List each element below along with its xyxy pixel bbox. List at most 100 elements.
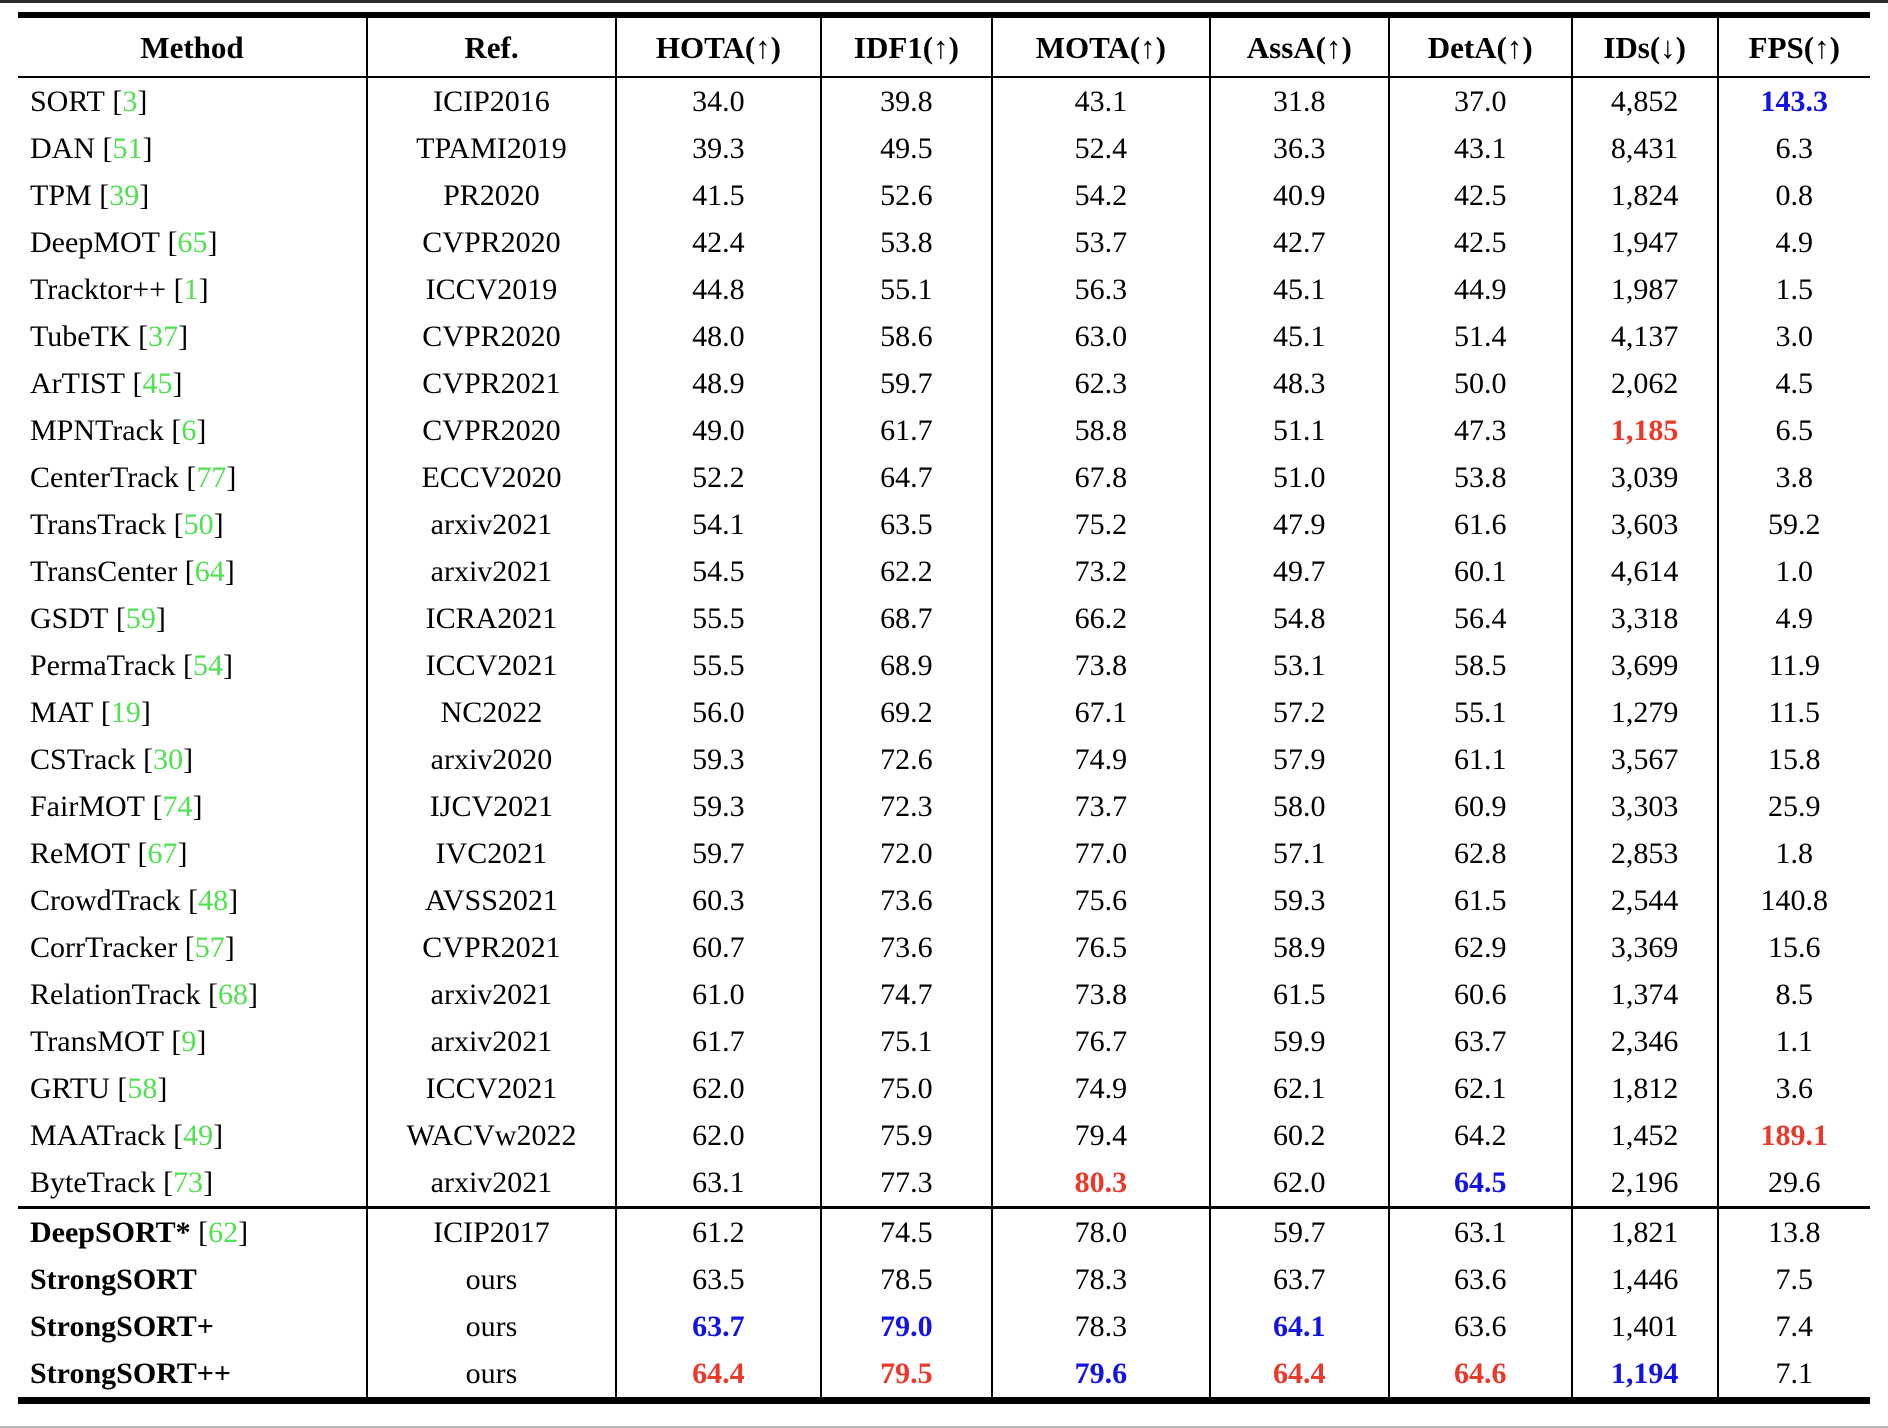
method-cell: DeepSORT* [62]: [18, 1206, 369, 1256]
metric-cell-fps: 189.1: [1760, 1118, 1829, 1152]
metric-cell-idf1: 64.7: [822, 454, 993, 501]
metric-cell-mota: 75.6: [993, 877, 1211, 924]
metric-cell-ids: 1,812: [1573, 1065, 1719, 1112]
metric-cell-deta: 37.0: [1390, 78, 1573, 125]
ref-cell: CVPR2020: [368, 219, 617, 266]
metric-cell-fps: 4.5: [1775, 366, 1814, 400]
metric-cell-hota: 61.7: [617, 1018, 822, 1065]
metric-cell-assa: 60.2: [1211, 1112, 1390, 1159]
metric-cell-hota: 55.5: [617, 595, 822, 642]
citation-number: 19: [110, 695, 141, 729]
metric-cell-ids: 2,853: [1573, 830, 1719, 877]
metric-cell-fps: 11.9: [1768, 648, 1820, 682]
metric-cell-fps: 6.3: [1775, 131, 1814, 165]
method-name: MPNTrack: [30, 413, 164, 447]
metric-cell-fps: 3.8: [1775, 460, 1814, 494]
ref-cell: ICRA2021: [368, 595, 617, 642]
metric-cell-ids: 8,431: [1573, 125, 1719, 172]
metric-cell-assa: 57.9: [1211, 736, 1390, 783]
metric-cell-assa: 45.1: [1211, 313, 1390, 360]
metric-cell-mota: 74.9: [993, 1065, 1211, 1112]
col-header-ids: IDs(↓): [1572, 18, 1719, 78]
metric-cell-mota: 78.0: [992, 1206, 1211, 1256]
method-name: PermaTrack: [30, 648, 176, 682]
metric-cell-assa: 59.3: [1211, 877, 1390, 924]
metric-cell-hota: 61.0: [617, 971, 822, 1018]
citation-number: 39: [109, 178, 140, 212]
metric-cell-fps: 13.8: [1718, 1206, 1870, 1256]
metric-cell-deta: 60.1: [1390, 548, 1573, 595]
method-cell: MAT [19]: [18, 689, 369, 736]
metric-cell-idf1: 79.5: [822, 1350, 993, 1397]
metric-cell-mota: 73.7: [993, 783, 1211, 830]
citation-number: 49: [183, 1118, 214, 1152]
metric-cell-fps: 1.1: [1775, 1024, 1814, 1058]
citation-number: 77: [196, 460, 227, 494]
metric-cell-ids: 3,039: [1573, 454, 1719, 501]
metric-cell-idf1: 58.6: [822, 313, 993, 360]
method-cell: StrongSORT++: [18, 1350, 369, 1397]
metric-cell-hota: 63.5: [617, 1256, 822, 1303]
ref-cell: NC2022: [368, 689, 617, 736]
method-cell: StrongSORT+: [18, 1303, 369, 1350]
method-cell: StrongSORT: [18, 1256, 369, 1303]
method-cell: Tracktor++ [1]: [18, 266, 369, 313]
method-name: CenterTrack: [30, 460, 179, 494]
citation-number: 64: [194, 554, 225, 588]
metric-cell-idf1: 61.7: [822, 407, 993, 454]
metric-cell-fps: 4.9: [1775, 225, 1814, 259]
method-name: FairMOT: [30, 789, 145, 823]
metric-cell-mota: 56.3: [993, 266, 1211, 313]
metric-cell-mota: 73.8: [993, 971, 1211, 1018]
method-name: MAATrack: [30, 1118, 166, 1152]
method-cell: CorrTracker [57]: [18, 924, 369, 971]
ref-cell: CVPR2021: [368, 924, 617, 971]
metric-cell-mota: 52.4: [993, 125, 1211, 172]
metric-cell-ids: 3,603: [1573, 501, 1719, 548]
citation-number: 73: [173, 1165, 204, 1199]
metric-cell-assa: 57.1: [1211, 830, 1390, 877]
metric-cell-ids: 4,614: [1573, 548, 1719, 595]
citation-number: 67: [147, 836, 178, 870]
metric-cell-ids: 1,824: [1573, 172, 1719, 219]
method-cell: PermaTrack [54]: [18, 642, 369, 689]
metric-cell-deta: 53.8: [1390, 454, 1573, 501]
metric-cell-idf1: 68.9: [822, 642, 993, 689]
metric-cell-fps: 7.5: [1775, 1262, 1814, 1296]
metric-cell-idf1: 49.5: [822, 125, 993, 172]
metric-cell-hota: 63.1: [617, 1159, 822, 1206]
metric-cell-ids: 2,196: [1573, 1159, 1719, 1206]
ref-cell: WACVw2022: [368, 1112, 617, 1159]
metric-cell-mota: 78.3: [993, 1256, 1211, 1303]
metric-cell-hota: 44.8: [617, 266, 822, 313]
metric-cell-hota: 59.7: [617, 830, 822, 877]
metric-cell-deta: 63.1: [1389, 1206, 1573, 1256]
citation-number: 45: [142, 366, 173, 400]
method-cell: CrowdTrack [48]: [18, 877, 369, 924]
metric-cell-mota: 67.1: [993, 689, 1211, 736]
method-name: TubeTK: [30, 319, 131, 353]
method-cell: FairMOT [74]: [18, 783, 369, 830]
metric-cell-deta: 60.9: [1390, 783, 1573, 830]
metric-cell-fps: 143.3: [1760, 84, 1829, 118]
metric-cell-hota: 59.3: [617, 783, 822, 830]
method-name: TransTrack: [30, 507, 167, 541]
ref-cell: CVPR2020: [368, 313, 617, 360]
method-name: CorrTracker: [30, 930, 178, 964]
citation-number: 50: [183, 507, 214, 541]
metric-cell-hota: 39.3: [617, 125, 822, 172]
metric-cell-mota: 73.2: [993, 548, 1211, 595]
metric-cell-hota: 49.0: [617, 407, 822, 454]
metric-cell-idf1: 52.6: [822, 172, 993, 219]
method-cell: TubeTK [37]: [18, 313, 369, 360]
ref-cell: ours: [368, 1303, 617, 1350]
metric-cell-ids: 3,369: [1573, 924, 1719, 971]
metric-cell-ids: 1,452: [1573, 1112, 1719, 1159]
metric-cell-assa: 36.3: [1211, 125, 1390, 172]
metric-cell-ids: 3,699: [1573, 642, 1719, 689]
col-header-fps: FPS(↑): [1718, 18, 1870, 78]
metric-cell-assa: 51.1: [1211, 407, 1390, 454]
metric-cell-assa: 58.9: [1211, 924, 1390, 971]
results-table: Method Ref. HOTA(↑) IDF1(↑) MOTA(↑) AssA(↑) De…: [18, 12, 1870, 1404]
metric-cell-idf1: 72.0: [822, 830, 993, 877]
